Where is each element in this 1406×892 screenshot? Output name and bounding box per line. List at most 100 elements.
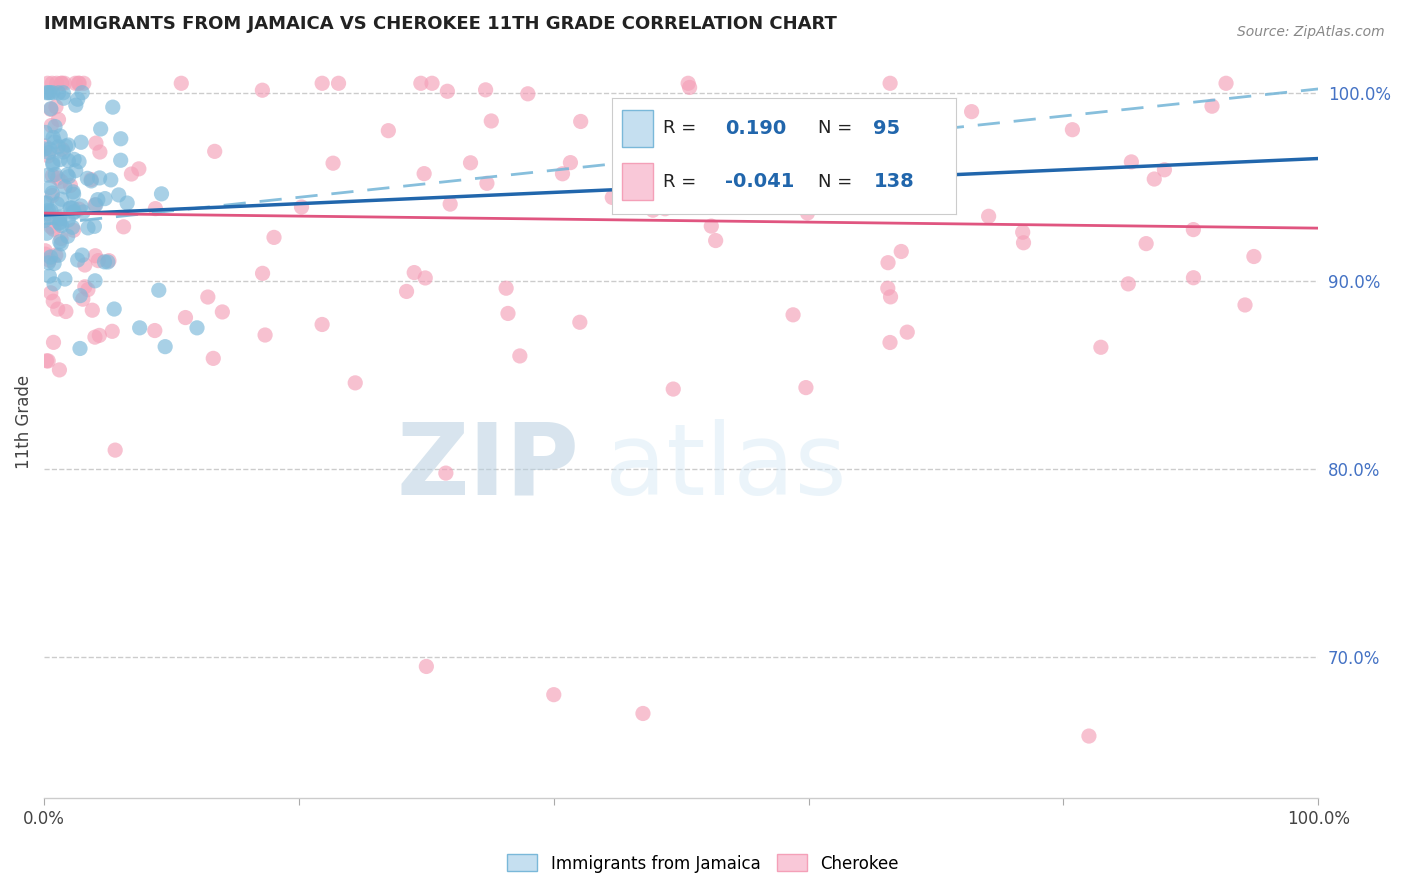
Point: [42, 335, 65, 350]
Point: [1182, 270, 1205, 285]
Point: [112, 219, 135, 234]
Point: [1201, 99, 1223, 113]
Point: [128, 161, 150, 176]
Point: [415, 659, 437, 673]
Point: [65, 163, 87, 178]
Point: [39, 219, 62, 234]
Point: [39, 204, 62, 219]
Point: [676, 76, 699, 90]
Point: [700, 219, 723, 233]
Text: 138: 138: [873, 172, 914, 191]
Point: [49, 128, 72, 143]
Point: [879, 335, 901, 350]
Text: -0.041: -0.041: [725, 172, 794, 191]
Point: [678, 80, 700, 95]
Point: [879, 76, 901, 90]
Point: [560, 155, 582, 169]
Point: [46, 139, 69, 153]
Point: [1062, 122, 1084, 136]
Point: [170, 76, 193, 90]
Point: [495, 281, 517, 295]
Text: atlas: atlas: [605, 418, 846, 516]
Point: [56, 168, 79, 182]
Point: [153, 340, 176, 354]
Point: [77, 220, 100, 235]
Point: [84, 330, 107, 344]
Point: [693, 169, 716, 183]
Point: [87, 253, 110, 268]
Point: [87, 193, 110, 207]
Point: [51, 76, 73, 90]
Point: [41, 76, 63, 90]
Point: [84, 198, 107, 212]
Point: [1153, 162, 1175, 177]
Point: [395, 285, 418, 299]
Point: [89, 145, 111, 159]
Point: [49, 210, 72, 224]
Point: [41, 86, 63, 100]
Point: [810, 197, 832, 211]
Point: [42, 155, 65, 169]
Point: [48, 248, 70, 262]
Point: [90, 122, 112, 136]
Point: [1077, 729, 1099, 743]
Point: [600, 190, 623, 204]
Point: [197, 290, 219, 304]
Point: [80, 172, 103, 186]
Point: [49, 153, 72, 167]
Point: [42, 277, 65, 291]
Point: [1012, 235, 1035, 250]
Point: [631, 706, 654, 721]
Point: [890, 244, 912, 259]
Text: 0.190: 0.190: [725, 119, 786, 137]
Point: [128, 321, 150, 335]
Point: [62, 185, 84, 199]
Point: [52, 86, 75, 100]
Point: [62, 220, 84, 235]
Point: [794, 381, 817, 395]
Point: [62, 223, 84, 237]
Point: [101, 100, 124, 114]
Point: [413, 167, 436, 181]
Point: [37, 354, 59, 368]
Point: [51, 142, 73, 156]
Point: [89, 170, 111, 185]
Point: [49, 231, 72, 245]
Point: [1135, 236, 1157, 251]
Point: [46, 171, 69, 186]
Point: [328, 76, 350, 90]
Point: [38, 269, 60, 284]
Point: [641, 203, 664, 218]
Point: [58, 213, 80, 227]
Point: [52, 145, 75, 159]
Point: [34, 244, 56, 258]
Point: [34, 142, 56, 156]
Point: [67, 202, 90, 216]
Point: [211, 305, 233, 319]
Point: [51, 219, 73, 233]
Point: [377, 123, 399, 137]
Point: [290, 200, 312, 214]
Point: [1182, 222, 1205, 236]
Point: [37, 168, 59, 182]
Point: [110, 153, 132, 168]
Point: [896, 325, 918, 339]
Point: [45, 248, 67, 262]
Point: [1090, 340, 1112, 354]
Point: [1121, 155, 1143, 169]
Point: [66, 252, 89, 267]
Point: [63, 204, 86, 219]
Point: [37, 256, 59, 270]
Point: [174, 310, 197, 325]
Point: [38, 142, 60, 156]
Point: [569, 114, 592, 128]
Point: [84, 136, 107, 150]
Text: ZIP: ZIP: [396, 418, 579, 516]
Point: [89, 328, 111, 343]
Point: [855, 189, 877, 203]
Point: [977, 209, 1000, 223]
Point: [45, 76, 67, 90]
Point: [42, 222, 65, 236]
Point: [543, 688, 565, 702]
Point: [145, 202, 167, 216]
